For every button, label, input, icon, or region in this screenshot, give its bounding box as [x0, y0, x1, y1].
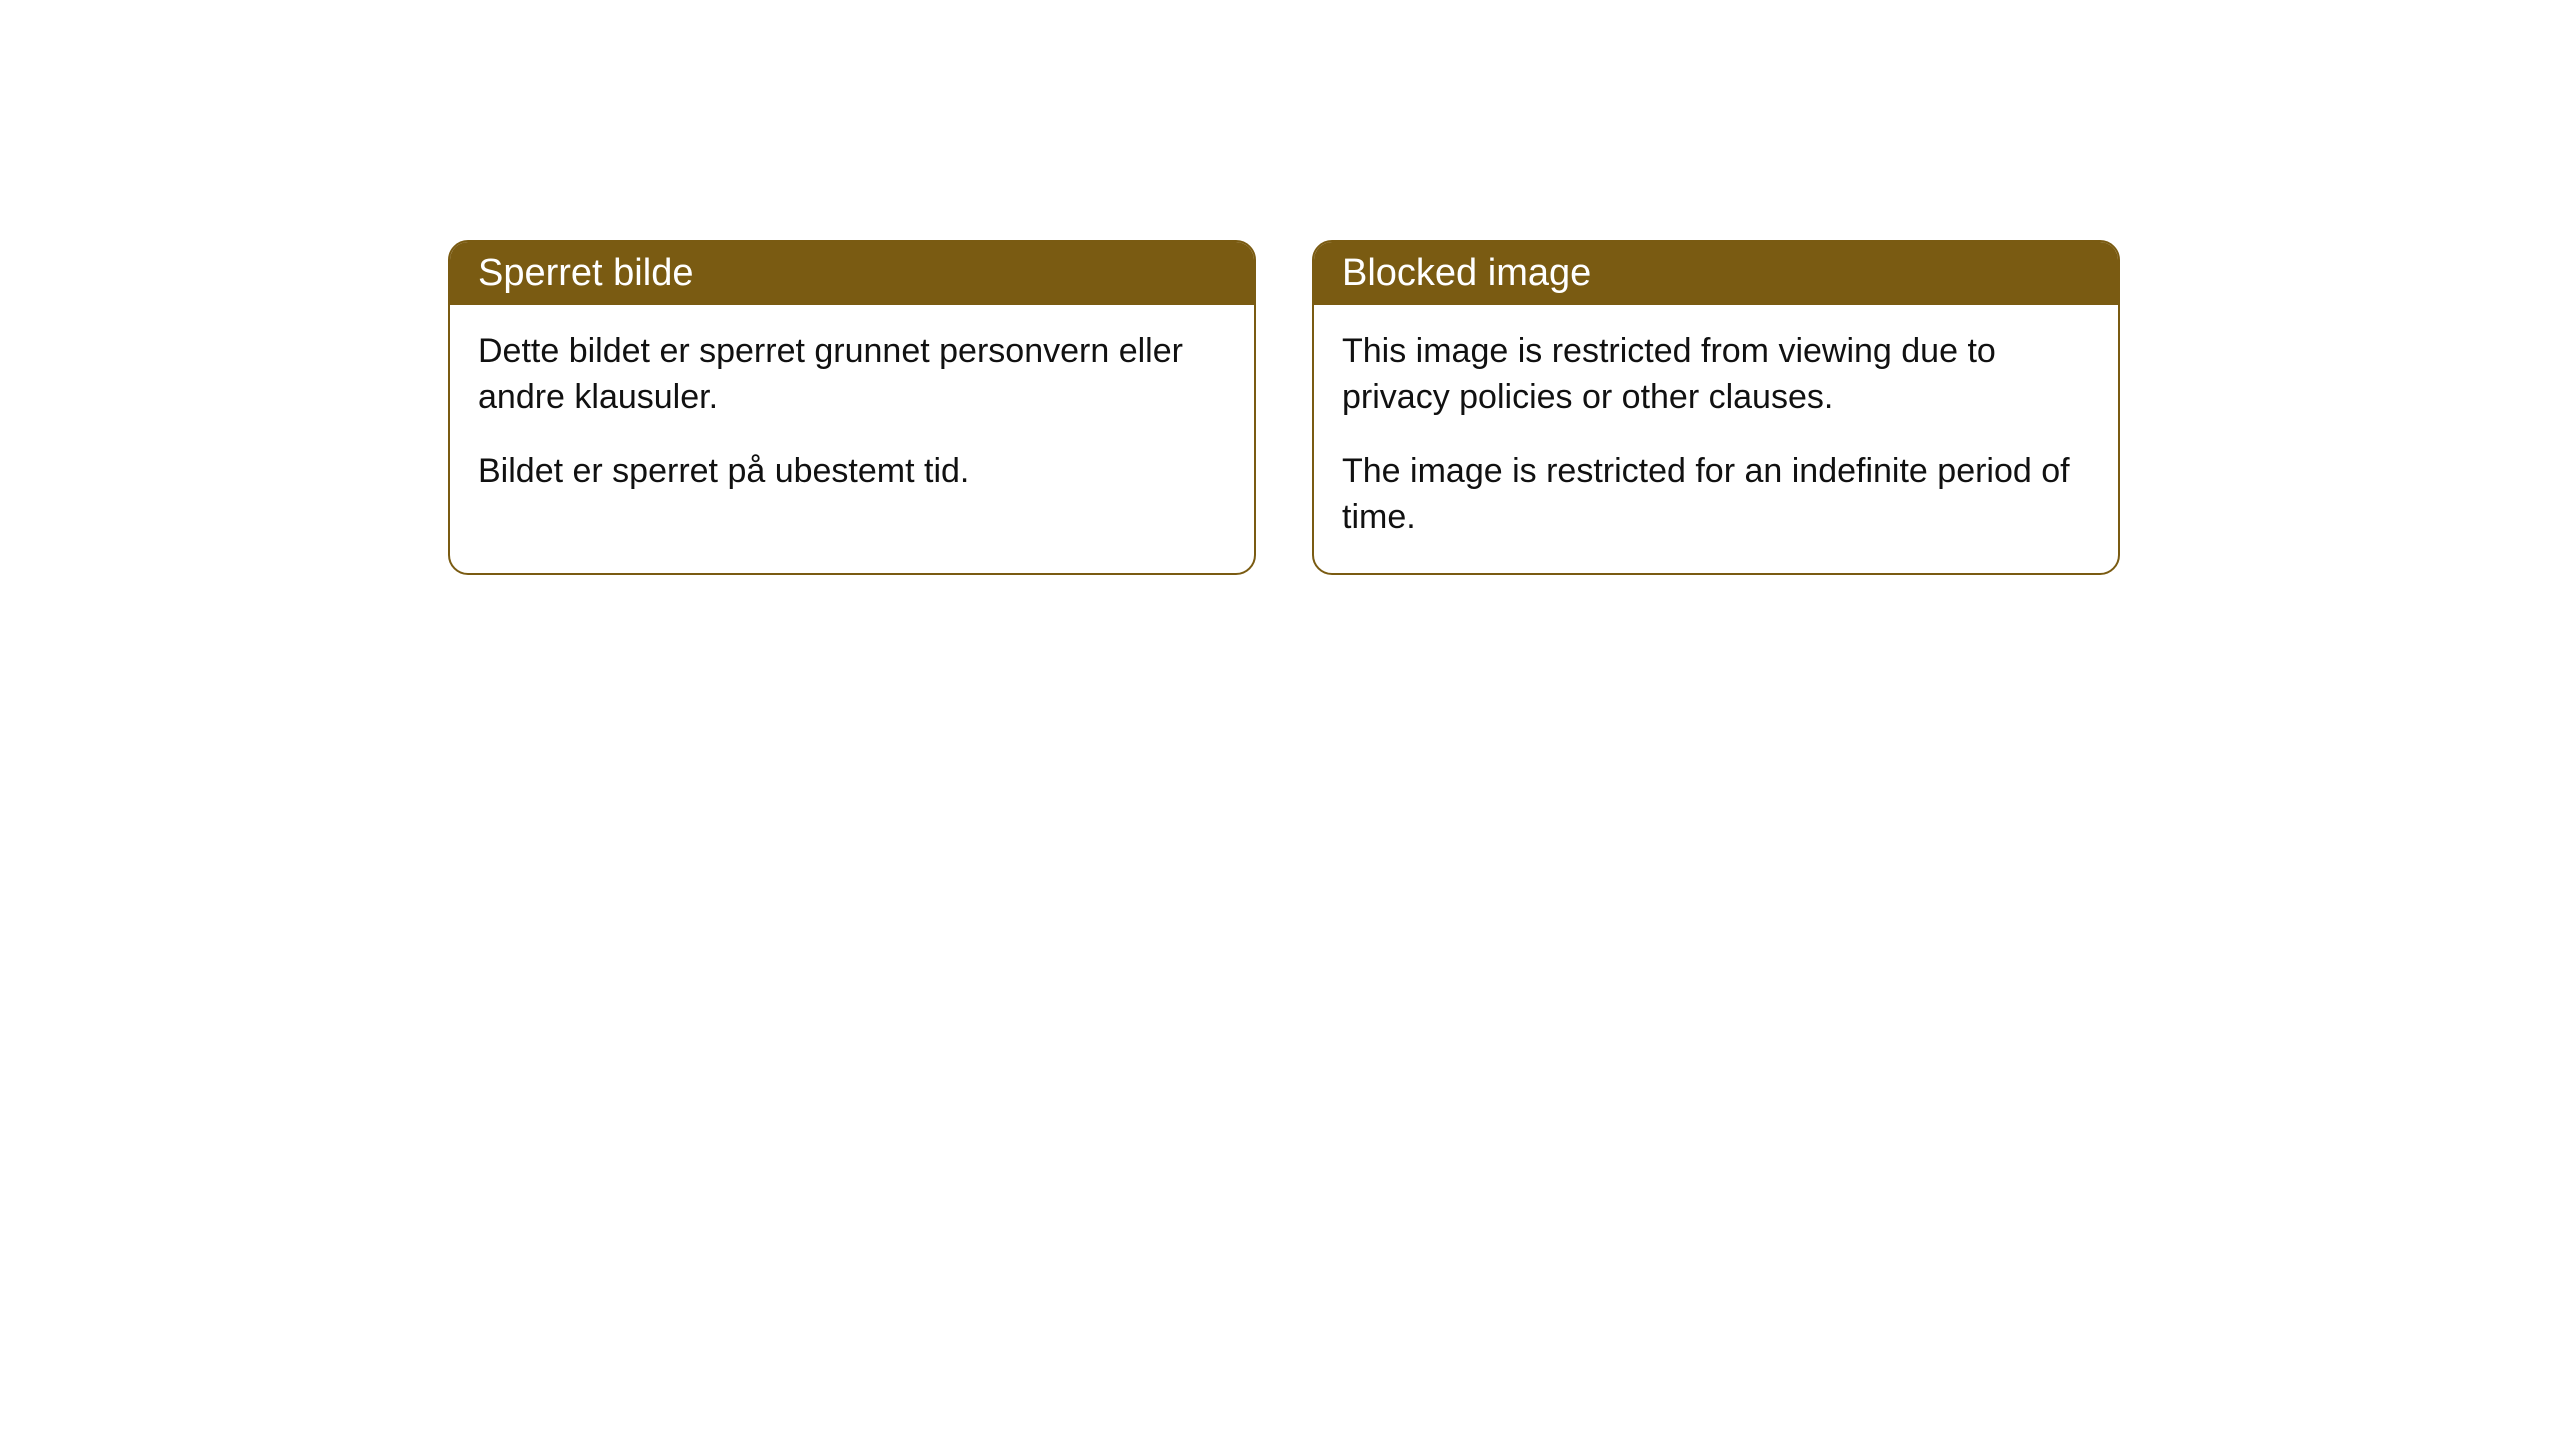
card-paragraph: Bildet er sperret på ubestemt tid. — [478, 449, 1226, 495]
card-paragraph: The image is restricted for an indefinit… — [1342, 449, 2090, 541]
notice-card-english: Blocked image This image is restricted f… — [1312, 240, 2120, 575]
card-title: Sperret bilde — [478, 252, 693, 294]
notice-card-norwegian: Sperret bilde Dette bildet er sperret gr… — [448, 240, 1256, 575]
notice-container: Sperret bilde Dette bildet er sperret gr… — [0, 0, 2560, 575]
card-paragraph: Dette bildet er sperret grunnet personve… — [478, 329, 1226, 421]
card-header: Sperret bilde — [450, 242, 1254, 305]
card-paragraph: This image is restricted from viewing du… — [1342, 329, 2090, 421]
card-header: Blocked image — [1314, 242, 2118, 305]
card-title: Blocked image — [1342, 252, 1591, 294]
card-body: Dette bildet er sperret grunnet personve… — [450, 305, 1254, 527]
card-body: This image is restricted from viewing du… — [1314, 305, 2118, 573]
